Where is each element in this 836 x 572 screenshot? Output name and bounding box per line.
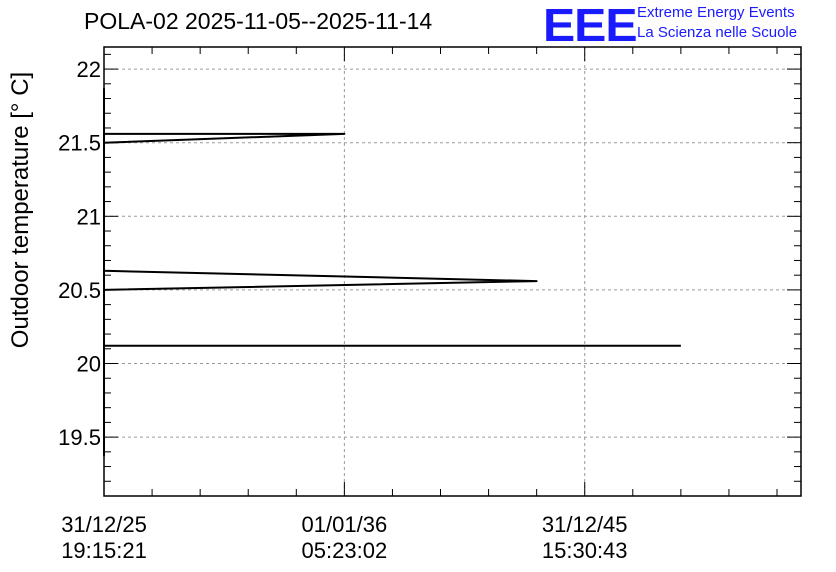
eee-logo: EEE — [543, 0, 638, 51]
x-tick-label-date: 01/01/36 — [302, 512, 388, 537]
grid-lines — [103, 47, 801, 496]
x-tick-label-time: 15:30:43 — [542, 538, 628, 563]
plot-frame — [103, 46, 802, 497]
logo-subtitle-2: La Scienza nelle Scuole — [637, 24, 798, 41]
y-tick-label: 20 — [77, 352, 101, 377]
y-tick-label: 22 — [77, 57, 101, 82]
x-tick-label-time: 19:15:21 — [61, 538, 147, 563]
x-tick-label-date: 31/12/25 — [61, 512, 147, 537]
y-tick-label: 21.5 — [58, 131, 101, 156]
data-layer — [103, 88, 681, 457]
x-tick-label-time: 05:23:02 — [302, 538, 388, 563]
x-tick-label-date: 31/12/45 — [542, 512, 628, 537]
axis-ticks — [103, 47, 801, 497]
y-axis-label: Outdoor temperature [° C] — [7, 72, 34, 348]
logo-subtitle-1: Extreme Energy Events — [637, 4, 795, 21]
data-series-line — [103, 132, 681, 347]
chart-title: POLA-02 2025-11-05--2025-11-14 — [84, 8, 433, 34]
y-tick-label: 19.5 — [58, 425, 101, 450]
y-tick-label: 21 — [77, 204, 101, 229]
y-tick-label: 20.5 — [58, 278, 101, 303]
